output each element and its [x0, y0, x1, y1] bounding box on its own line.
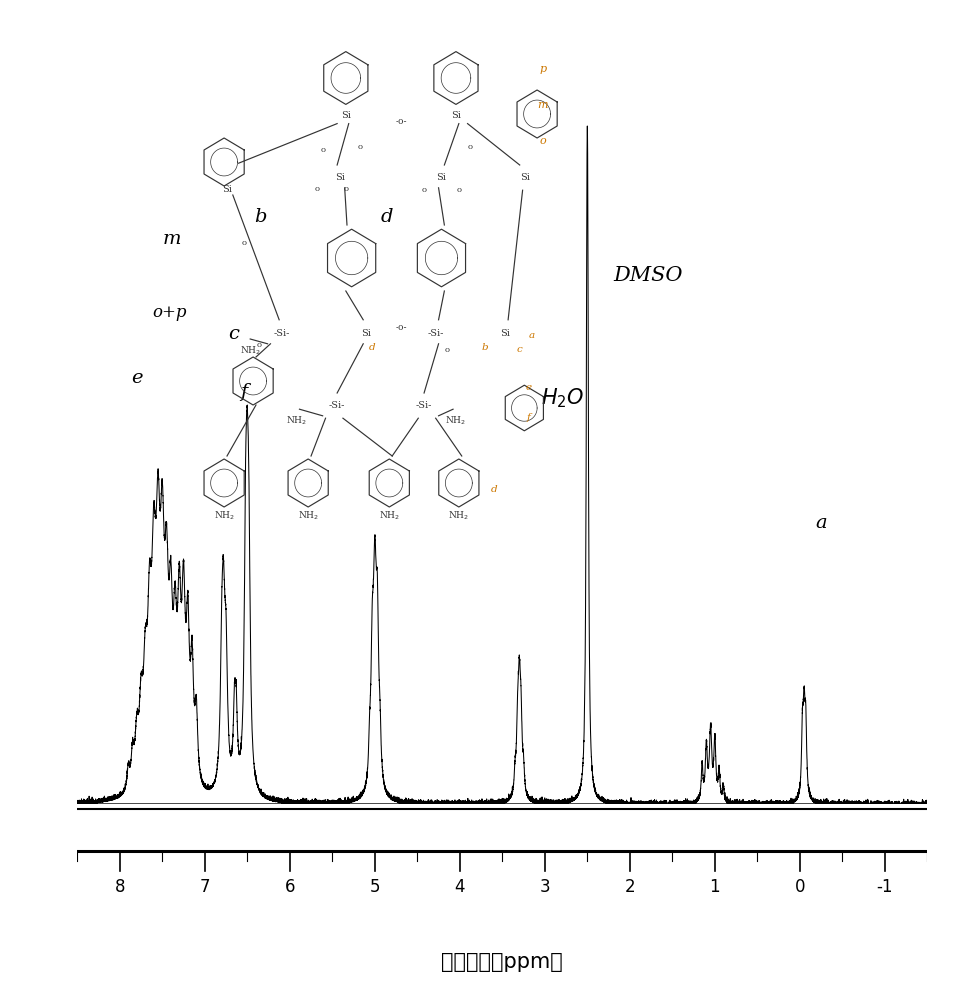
- Text: c: c: [517, 345, 523, 354]
- Text: o: o: [320, 146, 326, 154]
- Text: Si: Si: [451, 111, 461, 120]
- Text: c: c: [228, 325, 239, 343]
- Text: DMSO: DMSO: [612, 266, 682, 285]
- Text: e: e: [130, 369, 142, 387]
- Text: Si: Si: [437, 172, 446, 182]
- Text: $H_2O$: $H_2O$: [541, 386, 583, 410]
- Text: NH$_2$: NH$_2$: [445, 415, 467, 427]
- Text: NH$_2$: NH$_2$: [379, 510, 400, 522]
- Text: NH$_2$: NH$_2$: [286, 415, 307, 427]
- Text: Si: Si: [222, 184, 232, 194]
- Text: o: o: [444, 346, 450, 354]
- Text: d: d: [369, 344, 375, 353]
- Text: -Si-: -Si-: [274, 328, 290, 338]
- Text: o: o: [314, 185, 320, 193]
- Text: o: o: [357, 143, 363, 151]
- Text: o: o: [256, 341, 262, 349]
- Text: o: o: [468, 143, 473, 151]
- Text: a: a: [815, 514, 827, 532]
- Text: NH$_2$: NH$_2$: [298, 510, 319, 522]
- Text: -1: -1: [876, 878, 894, 896]
- Text: 1: 1: [710, 878, 720, 896]
- Text: o: o: [456, 186, 462, 194]
- Text: p: p: [539, 64, 547, 74]
- Text: a: a: [528, 332, 534, 340]
- Text: m: m: [538, 100, 548, 110]
- Text: Si: Si: [341, 111, 351, 120]
- Text: Si: Si: [521, 172, 530, 182]
- Text: Si: Si: [500, 328, 510, 338]
- Text: m: m: [162, 230, 181, 248]
- Text: 7: 7: [200, 878, 210, 896]
- Text: b: b: [482, 344, 488, 353]
- Text: e: e: [526, 382, 531, 391]
- Text: o: o: [242, 239, 247, 247]
- Text: d: d: [491, 485, 497, 493]
- Text: 5: 5: [370, 878, 380, 896]
- Text: b: b: [254, 208, 267, 226]
- Text: 6: 6: [285, 878, 295, 896]
- Text: 化学位移（ppm）: 化学位移（ppm）: [441, 952, 563, 972]
- Text: o: o: [421, 186, 427, 194]
- Text: -Si-: -Si-: [329, 400, 345, 410]
- Text: 8: 8: [115, 878, 125, 896]
- Text: -Si-: -Si-: [428, 328, 443, 338]
- Text: NH$_2$: NH$_2$: [448, 510, 469, 522]
- Text: 2: 2: [625, 878, 635, 896]
- Text: -o-: -o-: [395, 322, 407, 332]
- Text: -Si-: -Si-: [416, 400, 432, 410]
- Text: NH$_2$: NH$_2$: [213, 510, 235, 522]
- Text: o: o: [540, 136, 546, 146]
- Text: Si: Si: [361, 328, 371, 338]
- Text: f: f: [526, 412, 530, 422]
- Text: d: d: [381, 208, 393, 226]
- Text: o: o: [343, 185, 349, 193]
- Text: NH$_2$: NH$_2$: [240, 345, 261, 357]
- Text: 4: 4: [455, 878, 465, 896]
- Text: Si: Si: [335, 172, 345, 182]
- Text: o+p: o+p: [152, 304, 186, 321]
- Text: 0: 0: [795, 878, 805, 896]
- Text: 3: 3: [540, 878, 550, 896]
- Text: f: f: [241, 383, 247, 401]
- Text: -o-: -o-: [395, 117, 407, 126]
